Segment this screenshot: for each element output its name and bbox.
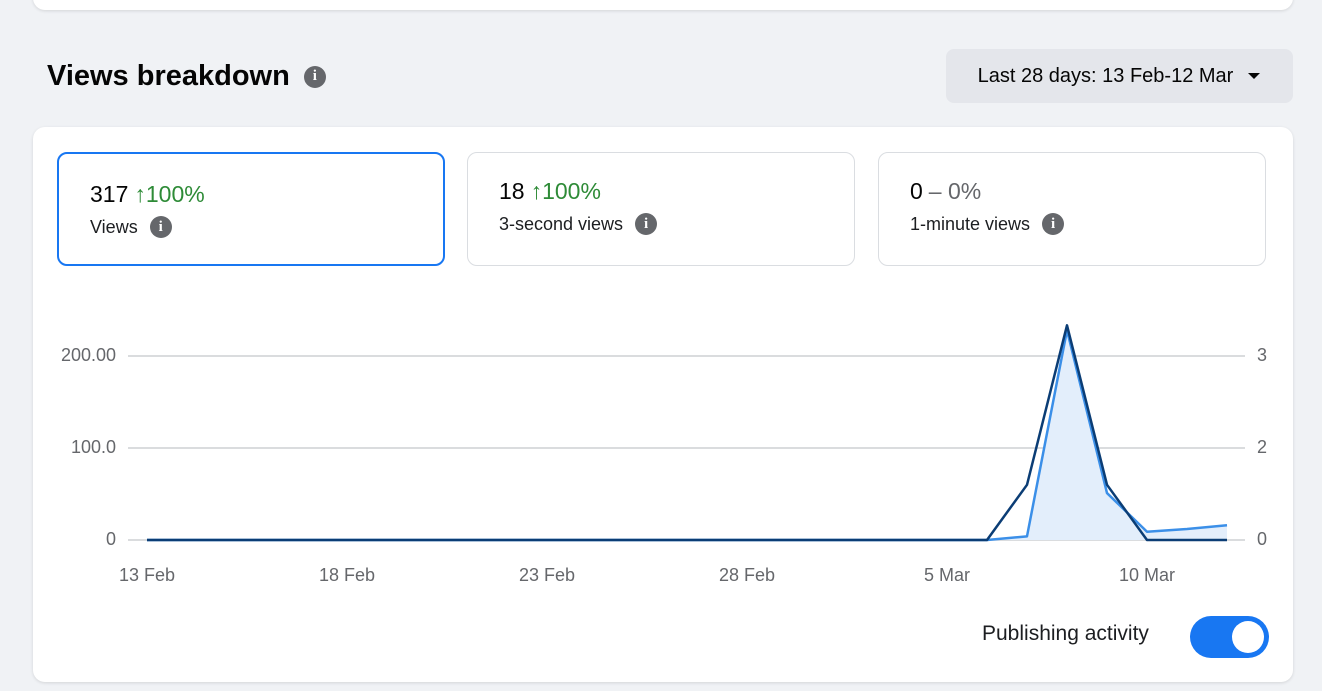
toggle-label: Publishing activity xyxy=(982,622,1149,645)
line xyxy=(147,324,1227,542)
y2-tick-label: 2 xyxy=(1257,437,1267,457)
metric-change: ↑100% xyxy=(530,178,601,204)
metric-change: ↑100% xyxy=(134,181,205,207)
info-icon[interactable]: i xyxy=(635,213,658,235)
metric-card[interactable]: 0– 0% 1-minute views i xyxy=(878,152,1266,266)
x-tick-label: 13 Feb xyxy=(119,565,175,585)
metric-change: – 0% xyxy=(928,178,982,204)
previous-card xyxy=(33,0,1293,10)
metric-label-row: 3-second views i xyxy=(499,213,658,235)
x-tick-label: 28 Feb xyxy=(719,565,775,585)
metric-label: 3-second views xyxy=(499,213,624,234)
metric-card[interactable]: 18 ↑100% 3-second views i xyxy=(467,152,855,266)
y-tick-label: 100.0 xyxy=(71,437,116,457)
info-icon[interactable]: i xyxy=(149,216,172,238)
metric-value: 0 xyxy=(910,178,923,204)
info-icon[interactable]: i xyxy=(303,65,326,88)
x-tick-label: 18 Feb xyxy=(319,565,375,585)
metric-value: 18 xyxy=(499,178,525,204)
y-tick-label: 0 xyxy=(106,529,116,549)
metric: 317 ↑100% xyxy=(90,181,205,208)
date-range-dropdown[interactable]: Last 28 days: 13 Feb-12 Mar xyxy=(946,49,1293,103)
y-tick-label: 200.00 xyxy=(61,345,116,365)
metric: 18 ↑100% xyxy=(499,178,601,205)
date-range-label: Last 28 days: 13 Feb-12 Mar xyxy=(977,64,1234,87)
metric-card[interactable]: 317 ↑100% Views i xyxy=(57,152,445,266)
y2-tick-label: 0 xyxy=(1257,529,1267,549)
x-tick-label: 23 Feb xyxy=(519,565,575,585)
toggle-knob xyxy=(1232,621,1264,653)
metric-label: Views xyxy=(90,216,138,237)
metric: 0– 0% xyxy=(910,178,981,205)
area xyxy=(147,330,1227,540)
metric-label: 1-minute views xyxy=(910,213,1031,234)
section-title: Views breakdown xyxy=(47,60,290,92)
section-header: Views breakdown i xyxy=(47,60,326,93)
x-tick-label: 5 Mar xyxy=(924,565,970,585)
y2-tick-label: 3 xyxy=(1257,345,1267,365)
metric-value: 317 xyxy=(90,181,129,207)
metric-label-row: 1-minute views i xyxy=(910,213,1065,235)
info-icon[interactable]: i xyxy=(1042,213,1065,235)
toggle-switch[interactable] xyxy=(1190,616,1269,658)
metric-label-row: Views i xyxy=(90,216,172,238)
x-tick-label: 10 Mar xyxy=(1119,565,1175,585)
caret xyxy=(1248,73,1261,79)
